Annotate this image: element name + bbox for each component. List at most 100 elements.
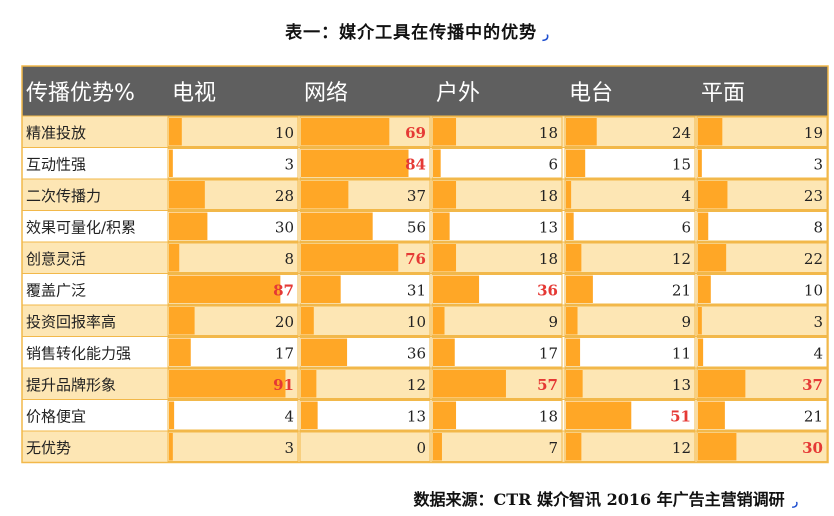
data-value-label: 10 [275, 124, 294, 142]
data-value-label: 8 [813, 219, 823, 237]
data-bar [433, 118, 457, 146]
data-value-label: 11 [672, 345, 691, 363]
data-value-label: 56 [407, 219, 426, 237]
data-bar [698, 433, 737, 461]
cell-frame [564, 148, 696, 179]
cell-frame [696, 337, 828, 368]
data-bar [433, 433, 442, 461]
data-value-label: 10 [407, 313, 426, 331]
data-value-label: 3 [813, 313, 823, 331]
row-label: 覆盖广泛 [26, 282, 86, 300]
cell-frame [696, 148, 828, 179]
cell-frame [564, 179, 696, 210]
data-bar [433, 338, 455, 366]
data-value-label: 0 [416, 439, 426, 457]
data-bar [169, 275, 281, 303]
cell-frame [696, 274, 828, 305]
data-bar [169, 244, 180, 272]
data-bar [301, 338, 348, 366]
cell-frame [299, 242, 431, 273]
cell-frame [431, 211, 563, 242]
cell-frame [167, 116, 299, 147]
column-header-3: 户外 [436, 81, 480, 106]
header-label: 传播优势% [26, 81, 135, 106]
table-row-bg [21, 367, 829, 400]
cell-frame [299, 179, 431, 210]
data-value-label: 3 [284, 439, 294, 457]
data-bar [698, 118, 723, 146]
table-outline [21, 65, 829, 464]
data-value-label: 9 [681, 313, 691, 331]
row-label: 销售转化能力强 [26, 345, 131, 363]
column-header-1: 电视 [172, 81, 216, 106]
table-row-bg [21, 210, 829, 243]
cell-frame [431, 305, 563, 336]
cell-frame [564, 242, 696, 273]
row-label: 精准投放 [26, 124, 86, 142]
data-bar [698, 181, 728, 209]
cell-frame [299, 305, 431, 336]
data-value-label: 10 [804, 282, 823, 300]
data-bar [169, 370, 286, 398]
source-text: 数据来源：CTR 媒介智讯 2016 年广告主营销调研 [413, 490, 785, 509]
data-value-label: 15 [672, 156, 691, 174]
cell-frame [431, 179, 563, 210]
cell-frame [167, 274, 299, 305]
data-bar [698, 244, 727, 272]
data-bar [169, 433, 173, 461]
cell-frame [564, 305, 696, 336]
data-value-label: 18 [539, 124, 558, 142]
data-value-label: 12 [672, 250, 691, 268]
cell-frame [431, 148, 563, 179]
data-value-label: 36 [537, 282, 558, 300]
data-value-label: 28 [275, 187, 294, 205]
data-bar [301, 149, 409, 177]
data-bar [698, 212, 709, 240]
data-bar [698, 401, 725, 429]
row-label: 投资回报率高 [26, 313, 116, 331]
cell-frame [564, 368, 696, 399]
cell-frame [167, 400, 299, 431]
data-value-label: 9 [548, 313, 558, 331]
data-bar [433, 181, 457, 209]
column-header-4: 电台 [569, 81, 613, 106]
data-value-label: 21 [804, 408, 823, 426]
data-bar [301, 244, 399, 272]
cell-frame [167, 368, 299, 399]
cell-frame [564, 400, 696, 431]
cell-frame [431, 431, 563, 462]
data-value-label: 22 [804, 250, 823, 268]
data-value-label: 91 [273, 376, 294, 394]
cell-frame [299, 431, 431, 462]
data-bar [169, 338, 191, 366]
row-label: 提升品牌形象 [26, 376, 116, 394]
data-bar [169, 307, 195, 335]
cell-frame [564, 274, 696, 305]
data-value-label: 36 [407, 345, 426, 363]
data-value-label: 4 [284, 408, 294, 426]
title-mark: ر [543, 27, 549, 41]
data-bar [566, 244, 582, 272]
data-value-label: 8 [284, 250, 294, 268]
data-bar [433, 149, 441, 177]
data-bar [566, 149, 586, 177]
cell-frame [696, 368, 828, 399]
column-header-5: 平面 [701, 81, 745, 106]
data-value-label: 17 [275, 345, 294, 363]
data-bar [301, 370, 317, 398]
cell-frame [167, 242, 299, 273]
data-value-label: 13 [539, 219, 558, 237]
data-value-label: 7 [548, 439, 558, 457]
data-value-label: 24 [672, 124, 691, 142]
data-value-label: 37 [407, 187, 426, 205]
cell-frame [299, 400, 431, 431]
data-bar [698, 370, 746, 398]
data-value-label: 18 [539, 250, 558, 268]
data-value-label: 18 [539, 187, 558, 205]
cell-frame [167, 431, 299, 462]
row-label: 效果可量化/积累 [26, 219, 136, 237]
data-value-label: 4 [813, 345, 823, 363]
data-bar [698, 338, 704, 366]
data-value-label: 6 [681, 219, 691, 237]
cell-frame [696, 431, 828, 462]
